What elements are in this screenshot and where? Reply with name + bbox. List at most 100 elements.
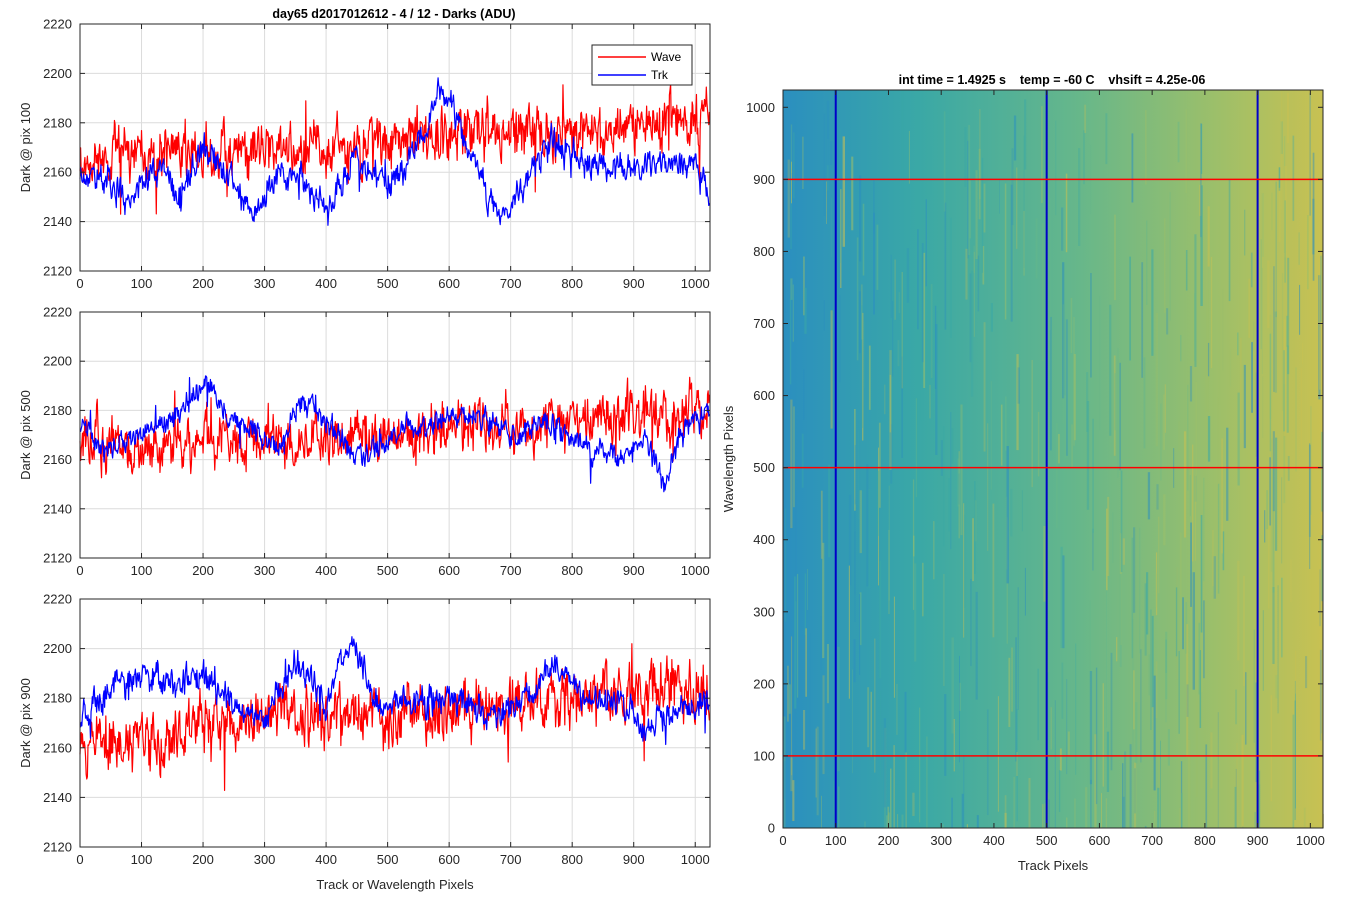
heatmap-streak <box>851 156 854 231</box>
heatmap-streak <box>1309 93 1311 216</box>
heatmap-streak <box>963 514 966 608</box>
heatmap-streak <box>944 202 947 330</box>
heatmap-streak <box>1305 656 1308 689</box>
heatmap-streak <box>1114 214 1116 301</box>
dark-middle-ytick-label: 2140 <box>43 501 72 516</box>
heatmap-streak <box>1167 729 1170 766</box>
heatmap-streak <box>1264 510 1266 543</box>
heatmap-streak <box>1217 483 1220 594</box>
heatmap-streak <box>1016 354 1019 451</box>
heatmap-streak <box>981 157 984 273</box>
heatmap-streak <box>1006 446 1009 584</box>
heatmap-streak <box>1135 702 1138 764</box>
heatmap-streak <box>1217 822 1219 828</box>
heatmap-streak <box>1217 712 1219 828</box>
heatmap-streak <box>1205 249 1209 389</box>
heatmap-streak <box>1292 714 1295 828</box>
dark-frame-heatmap: 0 100 200 300 400 500 600 700 800 900 1000 0 100 200 3… <box>721 89 1325 873</box>
heatmap-streak <box>1207 206 1210 267</box>
heatmap-streak <box>923 252 926 388</box>
heatmap-streak <box>1207 416 1211 462</box>
heatmap-streak <box>1157 787 1160 828</box>
heatmap-streak <box>892 301 894 377</box>
heatmap-streak <box>848 565 850 699</box>
heatmap-streak <box>803 369 805 420</box>
heatmap-streak <box>1141 262 1144 378</box>
heatmap-streak <box>790 162 792 250</box>
heatmap-streak <box>1310 406 1312 515</box>
heatmap-streak <box>1262 376 1264 438</box>
dark-top-ytick-label: 2120 <box>43 264 72 279</box>
heatmap-streak <box>935 324 938 455</box>
heatmap-streak <box>1272 587 1275 664</box>
heatmap-streak <box>842 136 845 247</box>
heatmap-streak <box>1145 110 1147 185</box>
dark-bottom-xtick-label: 700 <box>500 852 522 867</box>
heatmap-streak <box>1028 778 1031 828</box>
heatmap-streak <box>830 310 833 429</box>
heatmap-streak <box>1050 707 1052 750</box>
dark-top-xtick-label: 100 <box>131 276 153 291</box>
heatmap-streak <box>788 684 791 714</box>
dark-bottom-xtick-label: 800 <box>561 852 583 867</box>
heatmap-streak <box>1004 183 1007 320</box>
heatmap-streak <box>1275 181 1277 318</box>
heatmap-streak <box>1183 431 1187 538</box>
heatmap-streak <box>1062 304 1064 424</box>
heatmap-streak <box>1017 587 1019 710</box>
heatmap-streak <box>1148 654 1151 696</box>
heatmap-streak <box>1041 106 1043 203</box>
heatmap-streak <box>1213 556 1216 599</box>
dark-bottom-axes-box <box>79 598 711 848</box>
heatmap-streak <box>1312 152 1315 281</box>
heatmap-streak <box>879 560 882 679</box>
heatmap-streak <box>897 340 900 367</box>
heatmap-streak <box>864 821 866 828</box>
heatmap-streak <box>1261 193 1264 257</box>
heatmap-streak <box>1272 466 1275 593</box>
heatmap-streak <box>1271 192 1273 231</box>
heatmap-streak <box>839 295 841 383</box>
heatmap-streak <box>1099 295 1101 431</box>
heatmap-streak <box>790 757 793 792</box>
heatmap-streak <box>906 248 910 303</box>
heatmap-streak <box>1155 552 1158 616</box>
dark-top-series-trk <box>79 77 710 226</box>
heatmap-streak <box>888 812 890 828</box>
heatmap-streak <box>1229 349 1232 387</box>
heatmap-streak <box>901 356 903 458</box>
dark-top-xtick-label: 300 <box>254 276 276 291</box>
heatmap-streak <box>854 409 856 511</box>
heatmap-streak <box>1075 643 1077 775</box>
heatmap-streak <box>787 665 789 722</box>
heatmap-streak <box>1004 812 1007 828</box>
heatmap-xlabel: Track Pixels <box>1018 858 1089 873</box>
heatmap-streak <box>1287 456 1290 481</box>
heatmap-streak <box>1106 508 1108 591</box>
heatmap-streak <box>919 707 921 823</box>
heatmap-streak <box>930 284 933 379</box>
heatmap-streak <box>1243 575 1245 687</box>
heatmap-streak <box>876 224 879 290</box>
dark-top-xtick-label: 400 <box>315 276 337 291</box>
dark-top-xtick-label: 900 <box>623 276 645 291</box>
heatmap-streak <box>983 183 986 233</box>
legend-box <box>591 44 693 86</box>
heatmap-streak <box>859 175 862 262</box>
heatmap-streak <box>1122 796 1125 828</box>
heatmap-streak <box>1270 695 1273 802</box>
heatmap-streak <box>1062 262 1065 399</box>
heatmap-streak <box>913 535 915 557</box>
heatmap-streak <box>1092 528 1094 571</box>
heatmap-streak <box>1017 367 1020 404</box>
heatmap-streak <box>1200 123 1202 238</box>
heatmap-streak <box>878 422 881 508</box>
heatmap-streak <box>1250 252 1253 288</box>
heatmap-streak <box>1144 825 1147 828</box>
heatmap-streak <box>1013 776 1015 828</box>
heatmap-streak <box>1280 121 1283 154</box>
heatmap-streak <box>1059 748 1062 771</box>
heatmap-streak <box>1165 631 1168 700</box>
heatmap-streak <box>1158 516 1160 594</box>
heatmap-streak <box>969 273 972 363</box>
